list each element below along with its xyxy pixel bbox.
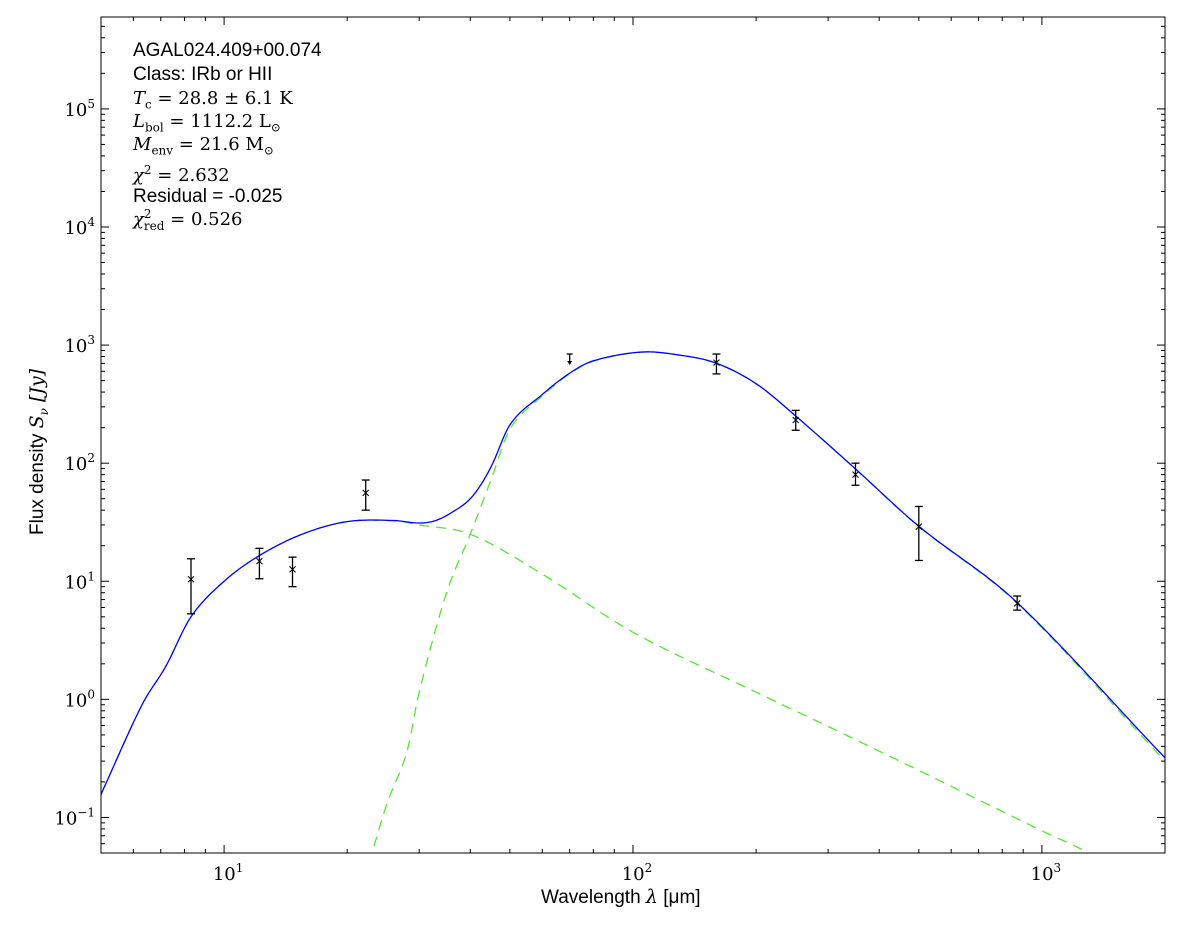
source-name: AGAL024.409+00.074 — [133, 40, 322, 61]
y-tick-label: 101 — [64, 569, 95, 593]
down-arrow-icon — [567, 361, 573, 366]
chi2-label: χ2 = 2.632 — [133, 163, 230, 186]
x-tick-label: 101 — [213, 861, 244, 885]
y-axis-label: Flux density Sν [Jy] — [26, 368, 51, 535]
mass-label: Menv = 21.6 M⊙ — [133, 134, 274, 158]
point-marker — [1013, 600, 1021, 607]
data-point — [791, 409, 800, 431]
x-axis-label: Wavelength λ [μm] — [541, 886, 701, 908]
data-point — [288, 556, 297, 588]
point-marker — [187, 575, 195, 583]
data-point — [914, 505, 923, 562]
luminosity-label: Lbol = 1112.2 L⊙ — [133, 111, 281, 135]
data-point — [851, 462, 860, 486]
component-curve-2 — [371, 351, 1165, 853]
point-marker — [792, 416, 800, 424]
data-point — [1013, 595, 1022, 611]
data-point — [361, 479, 370, 511]
residual-label: Residual = -0.025 — [133, 186, 283, 207]
point-marker — [852, 471, 859, 478]
point-marker — [289, 566, 296, 573]
x-tick-label: 103 — [1031, 861, 1062, 885]
point-marker — [362, 489, 370, 497]
chi2-reduced-label: χ 2 red = 0.526 — [133, 207, 243, 233]
y-tick-label: 105 — [64, 97, 95, 121]
model-curve — [101, 351, 1165, 795]
y-tick-label: 104 — [64, 215, 95, 239]
y-tick-label: 103 — [64, 333, 95, 357]
component-curve-1 — [101, 519, 1090, 853]
data-point — [187, 558, 196, 615]
y-tick-label: 102 — [64, 451, 95, 475]
point-marker — [915, 523, 923, 531]
data-point — [255, 547, 264, 580]
temperature-label: Tc = 28.8 ± 6.1 K — [133, 88, 293, 112]
point-marker — [256, 557, 263, 565]
upper-limit-point — [566, 353, 573, 366]
data-point — [712, 353, 721, 375]
class-label: Class: IRb or HII — [133, 64, 273, 85]
plot-frame — [100, 16, 1166, 854]
y-tick-label: 10−1 — [54, 805, 95, 829]
point-marker — [713, 359, 720, 366]
x-tick-label: 102 — [622, 861, 653, 885]
y-tick-label: 100 — [64, 687, 95, 711]
